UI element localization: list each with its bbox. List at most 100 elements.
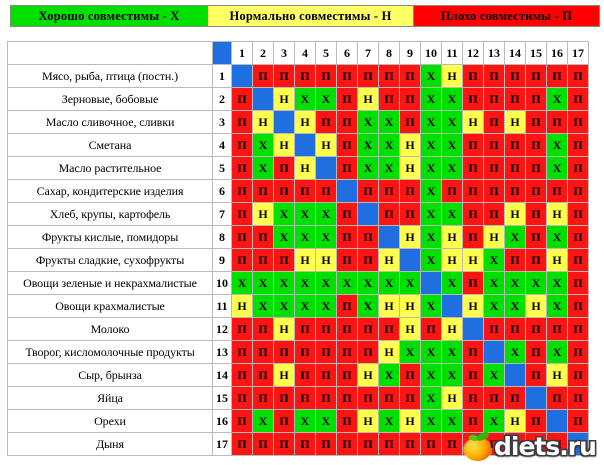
table-row: Масло сливочное, сливки 3 П Н Н П П Х Х П Х Х Н П Н П П П <box>7 110 589 134</box>
cell-2-3: Н <box>273 87 295 111</box>
cell-15-2: П <box>252 386 274 410</box>
cell-5-9: Н <box>399 156 421 180</box>
cell-15-8: П <box>378 386 400 410</box>
cell-17-12: П <box>462 432 484 456</box>
cell-self-8-8 <box>378 225 400 249</box>
cell-5-16: Х <box>546 156 568 180</box>
cell-9-4: Н <box>294 248 316 272</box>
cell-7-5: Х <box>315 202 337 226</box>
cell-1-11: Н <box>441 64 463 88</box>
cell-17-15: П <box>525 432 547 456</box>
cell-11-10: Х <box>420 294 442 318</box>
cell-5-1: П <box>231 156 253 180</box>
cell-1-15: П <box>525 64 547 88</box>
cell-2-6: П <box>336 87 358 111</box>
row-number-15: 15 <box>212 386 232 410</box>
cell-1-5: П <box>315 64 337 88</box>
cell-self-14-14 <box>504 363 526 387</box>
cell-2-13: П <box>483 87 505 111</box>
cell-6-9: П <box>399 179 421 203</box>
cell-11-3: Х <box>273 294 295 318</box>
cell-17-5: П <box>315 432 337 456</box>
cell-16-11: Х <box>441 409 463 433</box>
cell-11-14: Х <box>504 294 526 318</box>
cell-11-17: П <box>567 294 589 318</box>
cell-5-4: Н <box>294 156 316 180</box>
cell-7-14: Н <box>504 202 526 226</box>
cell-5-13: П <box>483 156 505 180</box>
table-header-row: 1 2 3 4 5 6 7 8 9 10 11 12 13 14 15 16 17 <box>7 41 589 65</box>
row-number-7: 7 <box>212 202 232 226</box>
cell-14-9: П <box>399 363 421 387</box>
cell-11-9: Н <box>399 294 421 318</box>
cell-16-9: Н <box>399 409 421 433</box>
cell-6-1: П <box>231 179 253 203</box>
cell-14-13: Х <box>483 363 505 387</box>
row-number-14: 14 <box>212 363 232 387</box>
cell-13-17: П <box>567 340 589 364</box>
cell-14-15: П <box>525 363 547 387</box>
cell-3-5: П <box>315 110 337 134</box>
table-row: Яйца 15 П П П П П П П П П Х Н П П П П П <box>7 386 589 410</box>
cell-10-16: Х <box>546 271 568 295</box>
cell-2-1: П <box>231 87 253 111</box>
cell-12-16: П <box>546 317 568 341</box>
cell-8-5: Х <box>315 225 337 249</box>
cell-16-1: П <box>231 409 253 433</box>
cell-2-4: Х <box>294 87 316 111</box>
cell-15-14: П <box>504 386 526 410</box>
cell-14-3: Н <box>273 363 295 387</box>
cell-2-11: Х <box>441 87 463 111</box>
cell-self-7-7 <box>357 202 379 226</box>
cell-7-17: П <box>567 202 589 226</box>
cell-4-15: П <box>525 133 547 157</box>
cell-7-1: П <box>231 202 253 226</box>
cell-3-7: Х <box>357 110 379 134</box>
cell-5-3: П <box>273 156 295 180</box>
cell-12-13: П <box>483 317 505 341</box>
cell-10-9: Х <box>399 271 421 295</box>
cell-2-5: Х <box>315 87 337 111</box>
cell-8-17: П <box>567 225 589 249</box>
food-compatibility-table: 1 2 3 4 5 6 7 8 9 10 11 12 13 14 15 16 17 Мясо, рыба, пт… <box>7 41 589 456</box>
cell-13-1: П <box>231 340 253 364</box>
cell-13-8: Н <box>378 340 400 364</box>
cell-8-16: Х <box>546 225 568 249</box>
table-row: Зерновые, бобовые 2 П Н Х Х П Н П П Х Х П П П П Х П <box>7 87 589 111</box>
cell-1-12: П <box>462 64 484 88</box>
cell-16-5: Х <box>315 409 337 433</box>
cell-5-11: Х <box>441 156 463 180</box>
cell-2-7: Н <box>357 87 379 111</box>
cell-9-12: Н <box>462 248 484 272</box>
cell-10-3: Х <box>273 271 295 295</box>
row-number-16: 16 <box>212 409 232 433</box>
cell-5-15: П <box>525 156 547 180</box>
cell-1-14: П <box>504 64 526 88</box>
cell-10-12: П <box>462 271 484 295</box>
cell-6-13: П <box>483 179 505 203</box>
cell-14-2: П <box>252 363 274 387</box>
cell-1-16: П <box>546 64 568 88</box>
cell-10-14: Х <box>504 271 526 295</box>
table-row: Мясо, рыба, птица (постн.) 1 П П П П П П П П Х Н П П П… <box>7 64 589 88</box>
row-label-9: Фрукты сладкие, сухофрукты <box>7 248 213 272</box>
cell-12-10: П <box>420 317 442 341</box>
cell-4-17: П <box>567 133 589 157</box>
cell-4-12: П <box>462 133 484 157</box>
cell-9-17: П <box>567 248 589 272</box>
row-label-7: Хлеб, крупы, картофель <box>7 202 213 226</box>
cell-6-17: П <box>567 179 589 203</box>
column-header-2: 2 <box>252 41 274 65</box>
cell-self-5-5 <box>315 156 337 180</box>
column-header-7: 7 <box>357 41 379 65</box>
cell-5-7: Х <box>357 156 379 180</box>
row-label-5: Масло растительное <box>7 156 213 180</box>
cell-7-16: Н <box>546 202 568 226</box>
cell-17-4: П <box>294 432 316 456</box>
cell-10-17: П <box>567 271 589 295</box>
cell-6-16: П <box>546 179 568 203</box>
cell-9-10: Х <box>420 248 442 272</box>
cell-self-16-16 <box>546 409 568 433</box>
cell-3-6: П <box>336 110 358 134</box>
cell-13-14: Х <box>504 340 526 364</box>
